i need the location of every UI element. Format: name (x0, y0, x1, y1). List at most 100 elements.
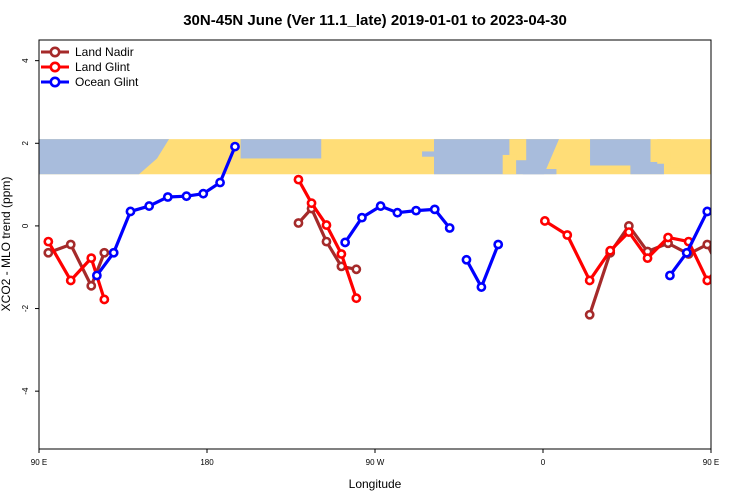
land-glint-point (99, 294, 110, 305)
ocean-glint-point (411, 205, 421, 216)
y-tick-label: -4 (21, 387, 30, 395)
y-tick-label: 4 (21, 58, 30, 63)
legend-label: Ocean Glint (75, 75, 139, 89)
ocean-glint-point (125, 206, 136, 217)
land-nadir-point (99, 247, 110, 258)
land-nadir-point (735, 249, 742, 256)
x-tick-label: 90 W (366, 458, 385, 467)
legend-item-land-nadir: Land Nadir (41, 45, 134, 59)
ocean-glint-point (461, 254, 472, 265)
map-water-1 (422, 151, 449, 157)
legend-label: Land Glint (75, 60, 130, 74)
map-water-2 (590, 139, 651, 166)
ocean-glint-point (215, 177, 225, 188)
land-nadir-point (321, 236, 332, 247)
ocean-glint-point (375, 201, 386, 211)
land-glint-point (584, 275, 595, 286)
ocean-glint-point (429, 204, 440, 215)
plot-frame (38, 39, 712, 450)
ocean-glint-point (144, 201, 155, 211)
ocean-glint-point (493, 239, 504, 250)
ocean-glint-point (181, 191, 192, 202)
ocean-glint-line (668, 208, 711, 277)
land-nadir-point (43, 247, 54, 258)
land-glint-point (702, 275, 711, 286)
land-glint-point (735, 295, 742, 302)
x-tick-label: 90 E (703, 458, 719, 467)
map-land-1 (502, 154, 517, 175)
ocean-glint-point (392, 207, 403, 218)
land-nadir-point (584, 309, 595, 320)
legend-item-land-glint: Land Glint (41, 60, 130, 74)
land-glint-point (642, 253, 653, 264)
ocean-glint-point (702, 206, 711, 217)
ocean-glint-point (665, 270, 675, 281)
land-glint-point (351, 293, 362, 304)
ocean-glint-point (728, 202, 735, 209)
ocean-glint-point (476, 282, 487, 292)
world-map-strip (39, 139, 711, 175)
ocean-glint-point (108, 247, 119, 258)
series-land-glint (43, 174, 742, 305)
land-glint-point (663, 232, 673, 243)
ocean-glint-line (465, 243, 500, 289)
legend-label: Land Nadir (75, 45, 134, 59)
y-tick-label: 2 (21, 141, 30, 146)
ocean-glint-point (444, 223, 455, 233)
land-nadir-point (293, 218, 304, 228)
land-nadir-point (86, 280, 97, 291)
land-glint-point (623, 227, 634, 238)
x-tick-label: 180 (200, 458, 214, 467)
legend-item-ocean-glint: Ocean Glint (41, 75, 139, 89)
land-glint-point (336, 249, 347, 259)
ocean-glint-point (340, 237, 351, 248)
y-tick-label: 0 (21, 223, 30, 228)
land-glint-point (724, 253, 731, 260)
x-tick-label: 0 (541, 458, 546, 467)
x-tick-label: 90 E (31, 458, 47, 467)
land-glint-point (321, 220, 332, 230)
map-ocean-0 (39, 139, 169, 175)
map-water-0 (240, 139, 322, 159)
land-glint-point (306, 198, 317, 209)
land-glint-point (65, 275, 76, 286)
land-nadir-point (351, 264, 362, 275)
land-nadir-point (724, 282, 731, 289)
ocean-glint-point (91, 270, 102, 281)
land-glint-point (293, 174, 304, 185)
ocean-glint-point (198, 188, 209, 199)
series-layer (43, 141, 742, 320)
ocean-glint-point (681, 247, 692, 258)
map-water-4 (522, 169, 557, 175)
y-axis-title: XCO2 - MLO trend (ppm) (0, 177, 13, 312)
land-glint-line (544, 219, 711, 283)
land-nadir-point (65, 239, 76, 250)
land-glint-point (562, 230, 573, 240)
land-glint-point (539, 216, 550, 226)
series-land-nadir (43, 203, 742, 320)
map-land-3 (670, 151, 681, 168)
ocean-glint-point (162, 192, 173, 202)
land-nadir-point (702, 239, 711, 250)
series-ocean-glint (91, 141, 735, 292)
legend-swatch-marker (49, 46, 61, 58)
y-axis: -4 -2 0 2 4 (21, 58, 39, 395)
legend-swatch-marker (49, 61, 61, 73)
ocean-glint-point (230, 141, 240, 152)
ocean-glint-point (357, 212, 367, 223)
x-axis-title: Longitude (349, 477, 402, 491)
land-glint-point (86, 253, 97, 264)
map-land-2 (657, 139, 671, 164)
legend-swatch-marker (49, 76, 61, 88)
map-water-3 (630, 161, 664, 175)
land-glint-point (43, 236, 54, 247)
land-glint-point (605, 245, 616, 256)
x-axis: 90 E 180 90 W 0 90 E (31, 449, 719, 467)
map-ocean-1 (434, 139, 559, 175)
chart-title: 30N-45N June (Ver 11.1_late) 2019-01-01 … (183, 12, 567, 29)
land-nadir-line (47, 242, 106, 288)
y-tick-label: -2 (21, 304, 30, 312)
